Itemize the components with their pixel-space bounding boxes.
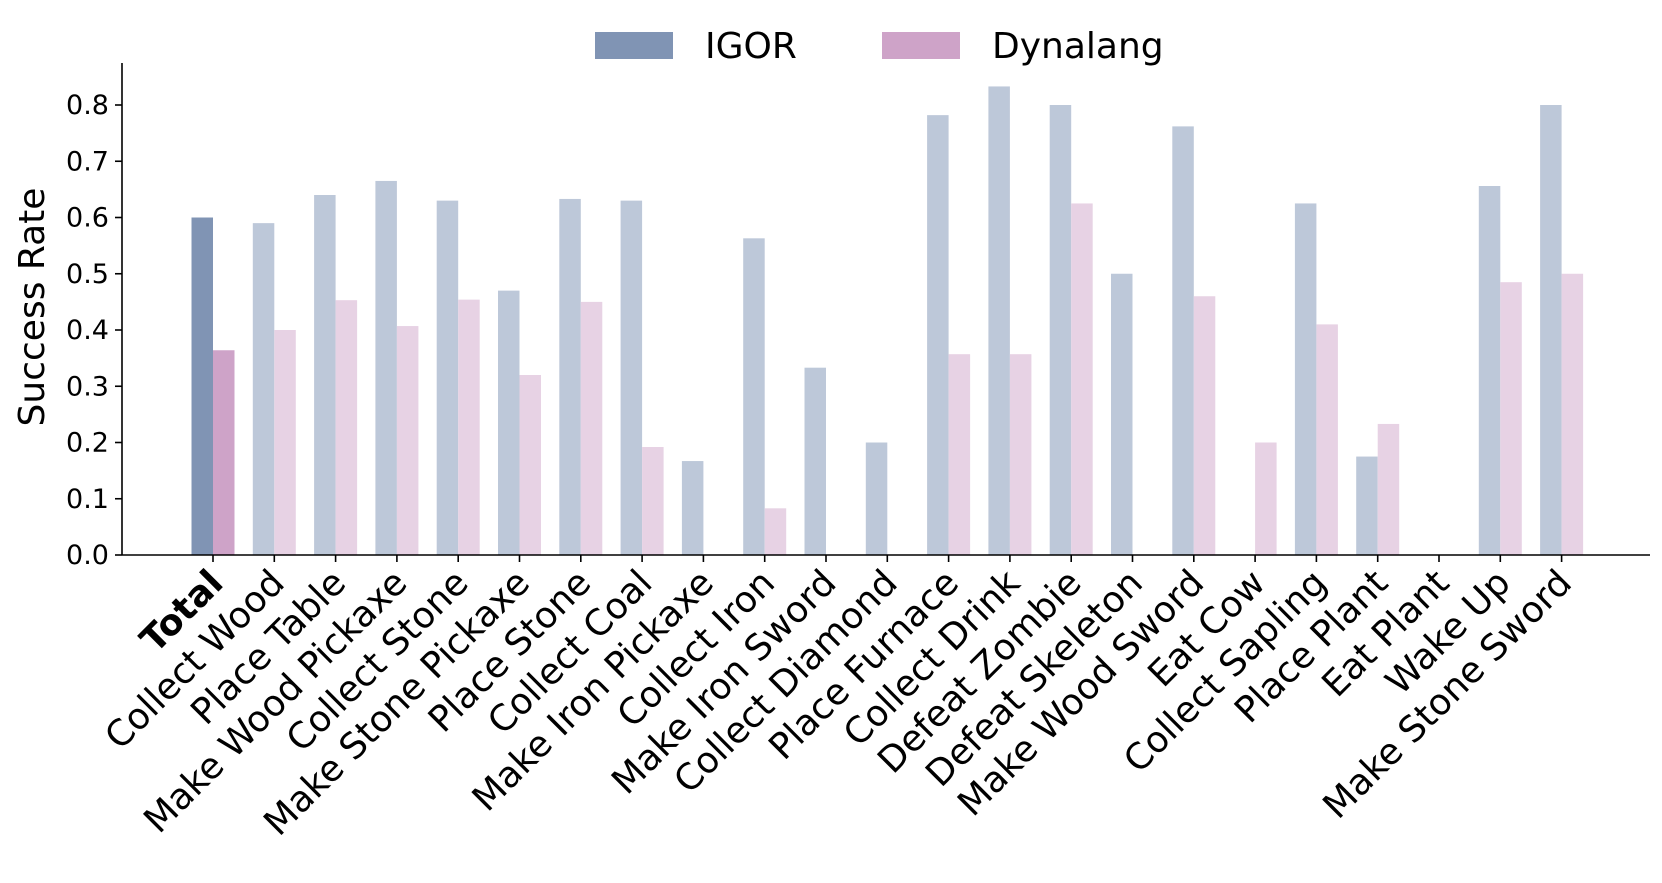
bar-igor-place-plant: [1356, 456, 1378, 555]
y-tick-label: 0.2: [66, 428, 109, 459]
bar-igor-make-iron-pickaxe: [681, 461, 704, 555]
bar-igor-defeat-zombie: [1049, 105, 1072, 555]
bar-igor-make-stone-sword: [1540, 105, 1562, 555]
bar-igor-collect-wood: [252, 223, 275, 555]
bar-dynalang-place-furnace: [948, 354, 971, 555]
bar-igor-wake-up: [1478, 186, 1501, 555]
y-tick-label: 0.1: [66, 484, 109, 515]
bar-igor-collect-sapling: [1294, 203, 1317, 555]
bar-dynalang-make-wood-pickaxe: [396, 326, 419, 555]
bar-igor-collect-stone: [436, 200, 459, 556]
bar-igor-place-stone: [559, 198, 581, 555]
bar-igor-collect-coal: [620, 200, 643, 556]
y-tick-label: 0.5: [66, 259, 109, 290]
bar-dynalang-total: [213, 350, 235, 555]
y-tick-label: 0.3: [66, 371, 109, 402]
bar-dynalang-wake-up: [1500, 282, 1522, 555]
bar-igor-make-iron-sword: [804, 367, 826, 555]
bar-igor-collect-diamond: [865, 442, 888, 555]
bar-igor-defeat-skeleton: [1111, 273, 1133, 555]
bar-igor-make-stone-pickaxe: [498, 290, 520, 555]
bar-dynalang-place-plant: [1377, 423, 1400, 555]
bars-layer: [191, 86, 1584, 556]
y-tick-label: 0.8: [66, 90, 109, 121]
y-tick-label: 0.7: [66, 146, 109, 177]
y-tick-label: 0.6: [66, 203, 109, 234]
bar-dynalang-collect-wood: [274, 330, 296, 555]
bar-igor-make-wood-pickaxe: [375, 180, 397, 555]
legend-label-dynalang: Dynalang: [992, 26, 1164, 67]
legend-swatch-igor: [595, 32, 673, 59]
y-tick-label: 0.4: [66, 315, 109, 346]
bar-dynalang-collect-stone: [458, 299, 480, 556]
bar-igor-place-table: [314, 195, 336, 555]
bar-dynalang-collect-sapling: [1316, 324, 1338, 556]
bar-dynalang-place-stone: [580, 301, 603, 556]
bar-dynalang-place-table: [335, 300, 358, 555]
bar-igor-total: [191, 217, 213, 555]
bar-dynalang-collect-coal: [642, 447, 664, 555]
legend-label-igor: IGOR: [705, 26, 797, 67]
bar-dynalang-make-stone-sword: [1561, 273, 1584, 555]
y-ticks-layer: 0.0 0.1 0.2 0.3 0.4 0.5 0.6 0.7 0.8: [66, 90, 122, 571]
bar-igor-collect-iron: [743, 238, 765, 555]
bar-igor-collect-drink: [988, 86, 1010, 555]
y-axis-label: Success Rate: [12, 188, 53, 427]
bar-igor-make-wood-sword: [1172, 126, 1194, 556]
legend-swatch-dynalang: [882, 32, 960, 59]
bar-dynalang-make-wood-sword: [1193, 296, 1216, 555]
legend: IGOR Dynalang: [595, 26, 1164, 67]
bar-dynalang-collect-iron: [764, 508, 787, 555]
bar-dynalang-collect-drink: [1009, 354, 1032, 555]
bar-dynalang-eat-cow: [1255, 442, 1277, 555]
bar-igor-place-furnace: [927, 115, 949, 556]
bar-dynalang-make-stone-pickaxe: [519, 375, 541, 555]
y-tick-label: 0.0: [66, 540, 109, 571]
bar-dynalang-defeat-zombie: [1071, 203, 1093, 555]
